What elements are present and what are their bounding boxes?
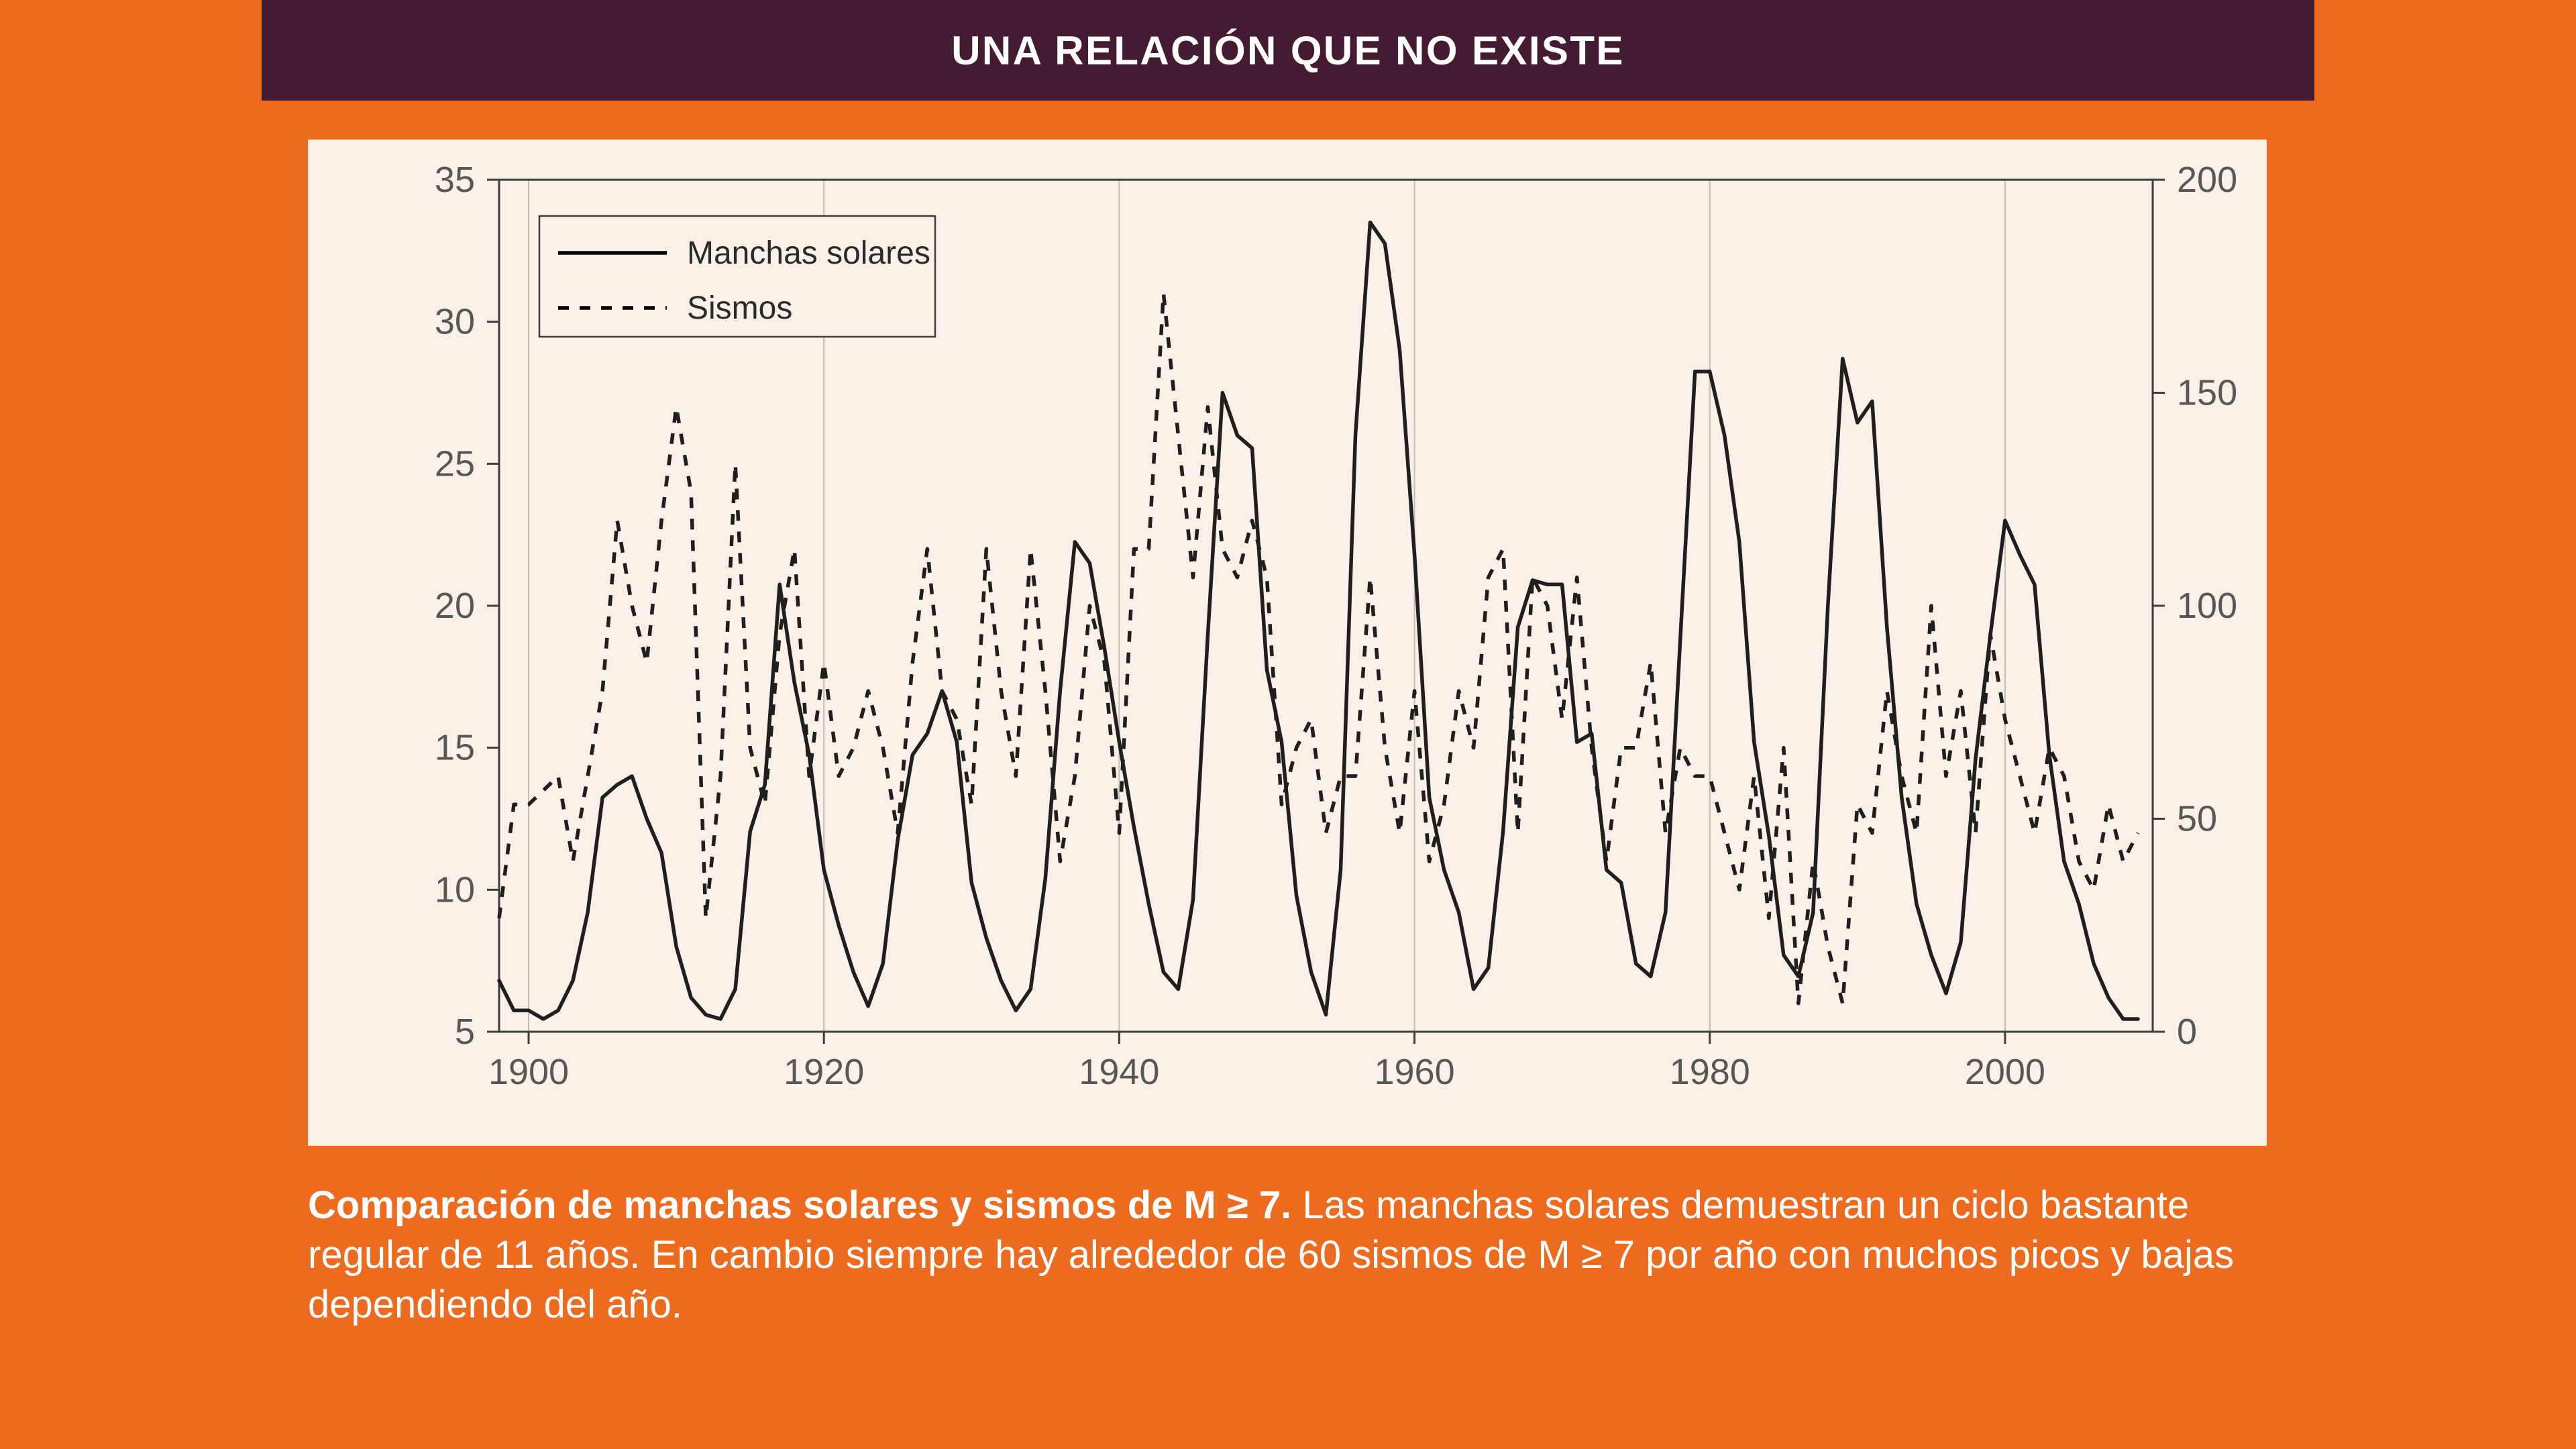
title-text: UNA RELACIÓN QUE NO EXISTE (951, 28, 1625, 74)
svg-text:5: 5 (455, 1012, 475, 1052)
caption-bold: Comparación de manchas solares y sismos … (308, 1183, 1302, 1227)
caption: Comparación de manchas solares y sismos … (308, 1181, 2267, 1330)
svg-text:150: 150 (2177, 373, 2237, 413)
svg-text:25: 25 (435, 443, 475, 484)
chart-svg: 5 10 15 20 25 30 35 0 50 100 150 200 1900 1920 1940 196… (308, 140, 2267, 1146)
svg-text:35: 35 (435, 160, 475, 200)
svg-text:Manchas solares: Manchas solares (687, 235, 930, 271)
svg-text:1960: 1960 (1374, 1052, 1454, 1092)
title-bar: UNA RELACIÓN QUE NO EXISTE (262, 0, 2314, 101)
svg-text:1900: 1900 (488, 1052, 569, 1092)
svg-text:Sismos: Sismos (687, 290, 792, 326)
svg-text:100: 100 (2177, 586, 2237, 626)
svg-text:200: 200 (2177, 160, 2237, 200)
svg-text:1980: 1980 (1670, 1052, 1750, 1092)
page-root: UNA RELACIÓN QUE NO EXISTE 5 10 15 20 25 30 35… (0, 0, 2576, 1449)
svg-text:1920: 1920 (784, 1052, 864, 1092)
svg-text:15: 15 (435, 728, 475, 768)
svg-text:30: 30 (435, 302, 475, 342)
svg-text:10: 10 (435, 869, 475, 910)
svg-text:2000: 2000 (1965, 1052, 2045, 1092)
svg-text:0: 0 (2177, 1012, 2197, 1052)
svg-text:20: 20 (435, 586, 475, 626)
svg-text:50: 50 (2177, 799, 2217, 839)
chart-container: 5 10 15 20 25 30 35 0 50 100 150 200 1900 1920 1940 196… (308, 140, 2267, 1146)
svg-text:1940: 1940 (1079, 1052, 1159, 1092)
